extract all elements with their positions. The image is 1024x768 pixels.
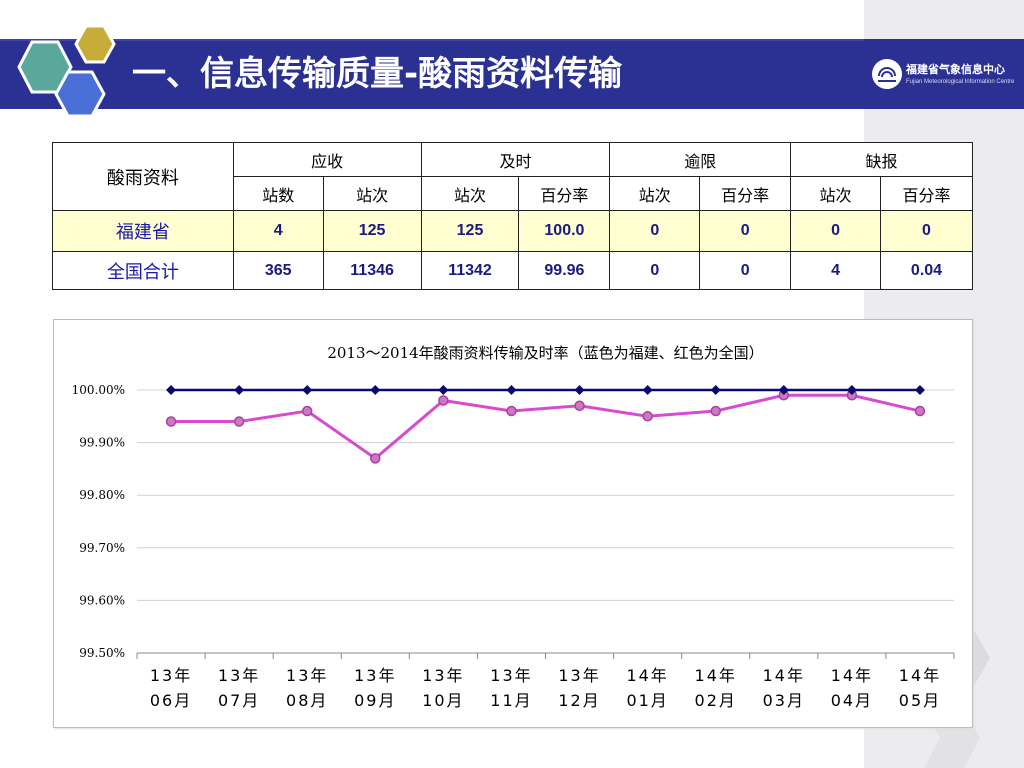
data-point-national: [438, 395, 449, 406]
data-point-fujian: [166, 385, 177, 395]
table-cell: 0: [609, 210, 701, 252]
table-cell: 4: [232, 210, 324, 252]
data-point-national: [574, 400, 585, 412]
header-group-overdue: 逾限: [609, 142, 792, 177]
transmission-table: 酸雨资料 应收 及时 逾限 缺报 站数 站次 站次 百分率 站次 百分率 站次 …: [52, 142, 973, 290]
table-cell: 0: [609, 251, 701, 290]
logo-area: 福建省气象信息中心 Fujian Meteorological Informat…: [864, 39, 1024, 109]
x-tick-label: 14年 02月: [695, 666, 737, 710]
x-tick-label: 13年 12月: [558, 666, 600, 710]
table-row: 全国合计 365 11346 11342 99.96 0 0 4 0.04: [52, 251, 973, 290]
x-tick-label: 13年 10月: [422, 666, 464, 710]
x-tick-label: 13年 06月: [150, 666, 192, 710]
y-tick-label: 99.70%: [79, 541, 125, 555]
table-cell: 11346: [322, 251, 422, 290]
row-label-national: 全国合计: [52, 251, 234, 290]
x-tick-label: 13年 07月: [218, 666, 260, 710]
subheader: 站次: [790, 176, 881, 211]
data-point-fujian: [574, 385, 585, 395]
table-cell: 100.0: [518, 210, 611, 252]
table-cell: 0.04: [880, 251, 973, 290]
table-cell: 0: [699, 210, 792, 252]
data-point-national: [914, 405, 926, 417]
line-chart: 2013～2014年酸雨资料传输及时率（蓝色为福建、红色为全国） 100.00% 9…: [72, 344, 955, 710]
logo-text: 福建省气象信息中心: [906, 63, 1005, 76]
x-tick-label: 14年 04月: [831, 666, 873, 710]
subheader: 百分率: [699, 176, 792, 211]
data-point-national: [165, 416, 177, 427]
header-group-due: 应收: [232, 142, 422, 177]
data-point-national: [370, 453, 381, 464]
header-group-missing: 缺报: [790, 142, 973, 177]
title-bar: [0, 39, 864, 109]
y-tick-label: 100.00%: [72, 383, 125, 397]
table-cell: 99.96: [518, 251, 611, 290]
table-cell: 0: [699, 251, 792, 290]
table-cell: 125: [322, 210, 422, 252]
data-point-fujian: [914, 385, 925, 395]
data-point-fujian: [778, 385, 789, 395]
x-tick-label: 13年 08月: [286, 666, 328, 710]
data-point-fujian: [302, 385, 313, 395]
series-line-national: [171, 393, 921, 461]
table-cell: 4: [790, 251, 881, 290]
y-tick-label: 99.60%: [79, 593, 125, 607]
data-point-national: [506, 405, 517, 417]
x-tick-label: 14年 01月: [626, 666, 668, 710]
table-cell: 0: [880, 210, 973, 252]
data-point-fujian: [370, 385, 381, 395]
y-tick-label: 99.50%: [79, 646, 125, 660]
x-tick-label: 14年 03月: [763, 666, 805, 710]
row-label-fujian: 福建省: [52, 210, 234, 252]
table-row: 福建省 4 125 125 100.0 0 0 0 0: [52, 210, 973, 252]
y-tick-label: 99.90%: [79, 436, 125, 450]
header-group-timely: 及时: [420, 142, 611, 177]
x-tick-label: 13年 09月: [354, 666, 396, 710]
data-point-fujian: [438, 385, 449, 395]
table-corner-label: 酸雨资料: [52, 142, 234, 211]
meteorology-logo-icon: [872, 59, 902, 89]
logo-subtitle: Fujian Meteorological Information Centre: [906, 79, 1015, 85]
data-point-national: [710, 405, 721, 417]
table-cell: 0: [790, 210, 881, 252]
table-cell: 125: [420, 210, 520, 252]
subheader: 站次: [609, 176, 701, 211]
data-point-national: [233, 416, 245, 427]
data-point-fujian: [506, 385, 517, 395]
data-point-fujian: [710, 385, 721, 395]
subheader: 站次: [420, 176, 520, 211]
subheader: 百分率: [880, 176, 973, 211]
data-point-fujian: [846, 385, 857, 395]
data-point-national: [301, 405, 313, 417]
chart-title: 2013～2014年酸雨资料传输及时率（蓝色为福建、红色为全国）: [327, 344, 763, 362]
data-point-fujian: [234, 385, 245, 395]
table-cell: 11342: [420, 251, 520, 290]
x-tick-label: 14年 05月: [899, 666, 941, 710]
subheader: 站次: [322, 176, 422, 211]
page-title: 一、信息传输质量-酸雨资料传输: [132, 54, 623, 94]
subheader: 百分率: [518, 176, 611, 211]
table-cell: 365: [232, 251, 324, 290]
chart-frame: 2013～2014年酸雨资料传输及时率（蓝色为福建、红色为全国） 100.00% 9…: [53, 319, 973, 728]
x-tick-label: 13年 11月: [490, 666, 532, 710]
data-point-fujian: [642, 385, 653, 395]
data-point-national: [642, 411, 653, 422]
subheader: 站数: [232, 176, 324, 211]
y-tick-label: 99.80%: [79, 488, 125, 502]
